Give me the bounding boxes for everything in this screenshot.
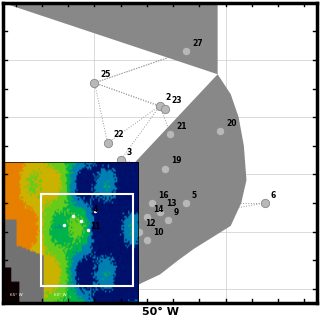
- Text: 23: 23: [171, 96, 181, 105]
- Text: 5: 5: [192, 190, 197, 200]
- Text: 14: 14: [153, 205, 163, 214]
- Text: 22: 22: [113, 131, 124, 140]
- Text: 12: 12: [145, 219, 155, 228]
- Polygon shape: [3, 3, 246, 303]
- Text: 20: 20: [226, 119, 236, 128]
- Text: 2: 2: [166, 93, 171, 102]
- Text: 4: 4: [92, 205, 98, 214]
- Text: 11: 11: [90, 222, 100, 231]
- Text: 21: 21: [176, 122, 187, 131]
- Text: 13: 13: [166, 199, 176, 208]
- Text: 9: 9: [174, 208, 179, 217]
- Text: 25: 25: [100, 70, 111, 79]
- Text: 16: 16: [158, 190, 168, 200]
- Text: 10: 10: [153, 228, 163, 237]
- Text: 6: 6: [271, 190, 276, 200]
- X-axis label: 50° W: 50° W: [141, 307, 179, 317]
- Text: 19: 19: [171, 156, 181, 165]
- Text: 3: 3: [126, 148, 132, 156]
- Text: 27: 27: [192, 39, 203, 48]
